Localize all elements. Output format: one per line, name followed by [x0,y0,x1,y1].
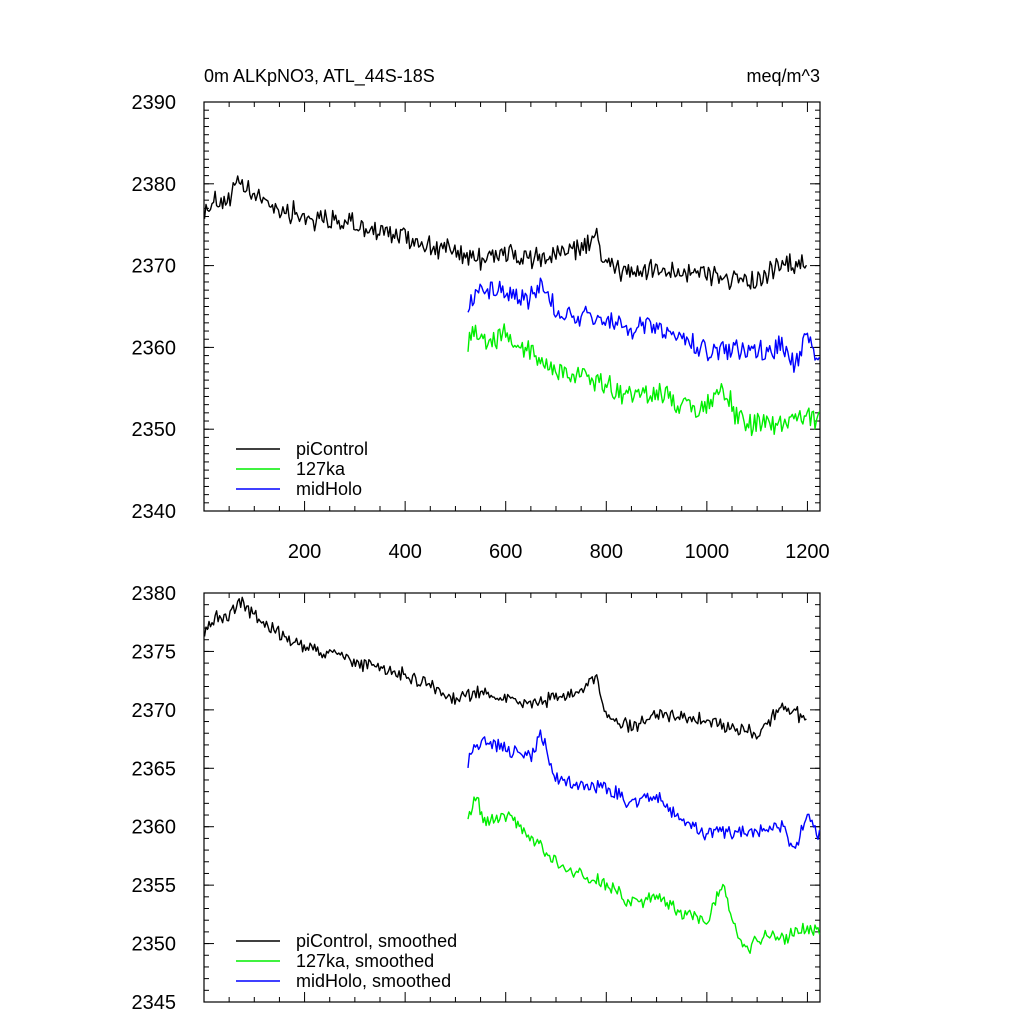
y-tick-label: 2355 [132,875,177,897]
y-tick-label: 2350 [132,419,177,441]
y-tick-label: 2340 [132,501,177,523]
series-line-picontrol-smoothed [203,596,807,740]
y-tick-label: 2390 [132,92,177,114]
x-tick-label: 600 [489,541,522,563]
y-tick-label: 2365 [132,758,177,780]
axis-ticks-top: 200 400 600 800 1000 1200 2340 2350 2360 2370 2380… [132,92,830,563]
series-group-top [203,175,821,437]
chart-units: meq/m^3 [747,66,820,86]
y-tick-label: 2360 [132,817,177,839]
legend-label: midHolo, smoothed [296,971,451,991]
plot-frame-bottom [203,592,821,1003]
y-tick-label: 2380 [132,583,177,605]
series-line-127ka-smoothed [467,796,821,954]
x-tick-label: 1000 [685,541,730,563]
axis-ticks-bottom: 2345 2350 2355 2360 2365 2370 2375 2380 [132,583,820,1014]
y-tick-label: 2370 [132,700,177,722]
series-line-picontrol [203,175,808,290]
legend-label: 127ka [296,459,346,479]
y-tick-label: 2360 [132,337,177,359]
legend-label: midHolo [296,479,362,499]
legend-label: piControl [296,439,368,459]
top-panel: 0m ALKpNO3, ATL_44S-18S meq/m^3 200 400 60… [132,66,830,563]
x-tick-label: 800 [590,541,623,563]
y-tick-label: 2375 [132,641,177,663]
x-tick-label: 200 [288,541,321,563]
legend-label: piControl, smoothed [296,931,457,951]
y-tick-label: 2345 [132,992,177,1014]
series-line-midholo-smoothed [467,729,821,849]
series-line-127ka [467,323,821,437]
x-tick-label: 400 [388,541,421,563]
y-tick-label: 2380 [132,174,177,196]
bottom-panel: 2345 2350 2355 2360 2365 2370 2375 2380 piContr… [132,583,821,1014]
x-tick-label: 1200 [785,541,830,563]
y-tick-label: 2370 [132,256,177,278]
y-tick-label: 2350 [132,934,177,956]
chart-title: 0m ALKpNO3, ATL_44S-18S [204,66,435,87]
series-group-bottom [203,596,821,954]
series-line-midholo [467,277,821,373]
legend-label: 127ka, smoothed [296,951,434,971]
